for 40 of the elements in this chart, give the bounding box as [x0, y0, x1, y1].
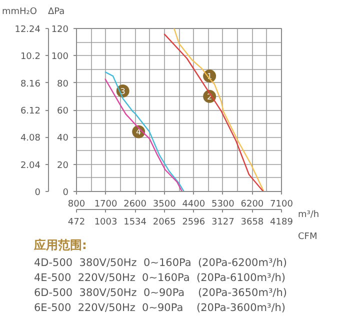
x2-tick-label: 4189: [270, 218, 294, 228]
y-tick-label: 100: [51, 52, 69, 62]
y-tick-label: 0: [62, 188, 69, 198]
x-tick-label: 800: [68, 200, 86, 210]
y-tick-label: 120: [51, 25, 69, 35]
x-tick-label: 5300: [211, 200, 235, 210]
y-tick-label: 80: [57, 79, 69, 90]
text: 应用范围:: [34, 237, 88, 254]
text: 4D-500 380V/50Hz 0~160Pa (20Pa-6200m³/h): [34, 256, 287, 272]
y-axis-title: ΔPa: [48, 7, 65, 17]
x-tick-label: 7100: [270, 200, 294, 210]
x2-tick-label: 1534: [124, 218, 147, 228]
y2-tick-label: 12.24: [14, 25, 41, 35]
y2-tick-label: 4.08: [20, 134, 41, 144]
annotation: 3: [120, 86, 126, 96]
text: 6E-500 220V/50Hz 0~90Pa (20Pa-3600m³/h): [34, 301, 286, 316]
x-tick-label: 2600: [124, 200, 147, 210]
x2-tick-label: 472: [68, 218, 86, 228]
y2-tick-label: 0: [34, 188, 41, 198]
x-tick-label: 6200: [240, 200, 264, 210]
x-tick-label: 1700: [94, 200, 118, 210]
y-tick-label: 20: [57, 160, 69, 171]
y2-tick-label: 2.04: [20, 160, 41, 171]
x-tick-label: 4400: [182, 200, 206, 210]
y2-tick-label: 8.16: [20, 79, 41, 90]
text: 4E-500 220V/50Hz 0~160Pa (20Pa-6100m³/h): [34, 271, 287, 286]
x2-tick-label: 2596: [182, 218, 206, 228]
x-tick-label: 3500: [152, 200, 176, 210]
y-tick-label: 40: [57, 134, 69, 144]
x-axis-title: m³/h: [298, 209, 320, 222]
x2-tick-label: 2065: [152, 218, 176, 228]
y2-tick-label: 6.12: [20, 106, 41, 116]
x2-tick-label: 3658: [240, 218, 264, 228]
x2-tick-label: 3127: [211, 218, 234, 228]
x2-tick-label: 1003: [94, 218, 118, 228]
text: 6D-500 380V/50Hz 0~90Pa (20Pa-3650m³/h): [34, 286, 287, 302]
x2-axis-title: CFM: [298, 231, 318, 244]
y-tick-label: 60: [57, 106, 69, 116]
y2-tick-label: 10.2: [20, 52, 41, 62]
y2-axis-title: mmH₂O: [2, 7, 37, 17]
